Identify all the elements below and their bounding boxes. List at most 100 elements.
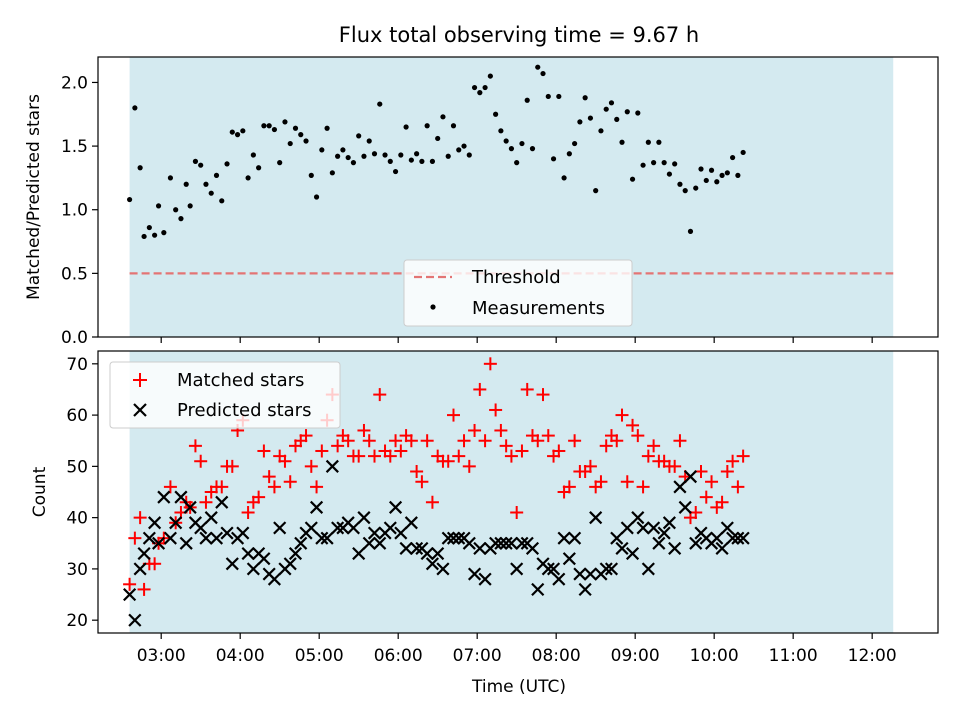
predicted-star-marker-83 xyxy=(557,531,571,545)
matched-star-marker-51 xyxy=(389,434,403,448)
predicted-star-marker-12 xyxy=(183,500,197,514)
predicted-star-marker-8 xyxy=(163,531,177,545)
measurement-point-114 xyxy=(724,170,730,176)
matched-star-marker-110 xyxy=(699,490,713,504)
predicted-marker-b xyxy=(731,531,745,545)
predicted-marker-b xyxy=(128,613,142,627)
predicted-marker-b xyxy=(541,562,555,576)
measurement-point-45 xyxy=(361,153,367,159)
predicted-marker-b xyxy=(367,526,382,540)
measurement-point-11 xyxy=(183,181,189,187)
predicted-marker-b xyxy=(647,521,661,535)
matched-star-marker-44 xyxy=(352,449,366,463)
predicted-star-marker-47 xyxy=(367,526,382,540)
predicted-star-marker-74 xyxy=(510,562,524,576)
matched-star-marker-62 xyxy=(446,408,460,422)
matched-star-marker-45 xyxy=(357,423,371,437)
measurement-point-30 xyxy=(282,119,288,125)
count-panel: 20 30 40 50 60 70 03:00 04:00 05:00 06:00 07:00 08… xyxy=(30,350,939,697)
measurement-point-104 xyxy=(672,161,678,167)
matched-star-marker-98 xyxy=(636,480,650,494)
matched-star-marker-66 xyxy=(468,423,482,437)
predicted-marker-b xyxy=(726,531,740,545)
legend-matched-label: Matched stars xyxy=(177,370,304,391)
measurement-point-76 xyxy=(524,97,530,103)
matched-star-marker-84 xyxy=(562,480,576,494)
predicted-star-marker-22 xyxy=(236,526,250,540)
measurement-point-50 xyxy=(387,158,393,164)
predicted-marker-b xyxy=(478,572,492,586)
predicted-star-marker-37 xyxy=(315,531,329,545)
predicted-marker-b xyxy=(204,511,218,525)
measurement-point-58 xyxy=(429,158,436,164)
predicted-marker-b xyxy=(720,521,734,535)
predicted-star-marker-62 xyxy=(446,531,461,545)
matched-star-marker-115 xyxy=(726,454,740,468)
predicted-marker-b xyxy=(736,531,750,545)
matched-star-marker-50 xyxy=(383,449,397,463)
measurement-point-52 xyxy=(398,152,404,158)
bottom-ytick-label-1: 30 xyxy=(66,560,88,580)
predicted-star-marker-67 xyxy=(473,541,487,555)
matched-star-marker-15 xyxy=(199,495,213,509)
matched-star-marker-28 xyxy=(267,480,281,494)
predicted-marker-b xyxy=(499,536,513,550)
measurement-point-28 xyxy=(271,126,278,133)
matched-star-marker-100 xyxy=(647,439,661,453)
predicted-star-marker-104 xyxy=(668,541,682,555)
measurement-points xyxy=(126,64,746,240)
measurement-point-40 xyxy=(335,153,341,159)
matched-star-marker-111 xyxy=(705,475,719,489)
matched-star-marker-14 xyxy=(194,454,208,468)
top-legend-box xyxy=(403,259,633,327)
top-ytick-label-1: 0.5 xyxy=(61,264,88,284)
predicted-marker-b xyxy=(220,526,234,540)
predicted-marker-b xyxy=(641,562,655,576)
predicted-marker-b xyxy=(678,500,692,514)
matched-star-marker-97 xyxy=(631,429,645,443)
predicted-star-marker-29 xyxy=(273,521,287,535)
top-ytick-label-4: 2.0 xyxy=(61,73,88,93)
predicted-star-marker-65 xyxy=(462,536,476,550)
measurement-point-87 xyxy=(582,95,588,101)
predicted-marker-b xyxy=(515,536,529,550)
matched-star-marker-85 xyxy=(568,434,582,448)
predicted-star-marker-50 xyxy=(383,521,397,535)
measurement-point-4 xyxy=(146,224,152,231)
predicted-marker-b xyxy=(309,500,324,514)
predicted-marker-b xyxy=(583,567,597,581)
predicted-marker-b xyxy=(169,516,183,530)
measurement-point-7 xyxy=(161,230,167,236)
predicted-star-marker-63 xyxy=(452,531,466,545)
measurement-point-70 xyxy=(493,111,499,117)
predicted-marker-b xyxy=(304,521,318,535)
measurement-point-31 xyxy=(287,140,293,147)
predicted-star-marker-101 xyxy=(652,536,666,550)
measurement-point-101 xyxy=(656,139,662,145)
matched-star-marker-114 xyxy=(720,464,734,478)
measurement-point-66 xyxy=(471,84,478,91)
matched-star-marker-31 xyxy=(283,475,297,489)
bottom-x-ticks: 03:00 04:00 05:00 06:00 07:00 08:00 09:00 10:00… xyxy=(137,633,897,666)
predicted-star-marker-48 xyxy=(373,536,387,550)
measurement-point-54 xyxy=(408,157,414,163)
measurement-point-91 xyxy=(603,106,609,112)
predicted-marker-b xyxy=(315,531,329,545)
matched-star-marker-57 xyxy=(420,434,434,448)
predicted-star-marker-9 xyxy=(169,516,183,530)
predicted-marker-b xyxy=(467,567,482,581)
predicted-star-marker-82 xyxy=(552,572,566,586)
measurement-point-43 xyxy=(350,160,357,166)
matched-star-marker-82 xyxy=(552,444,566,458)
matched-star-marker-47 xyxy=(367,449,381,463)
legend-threshold-label: Threshold xyxy=(471,267,561,288)
measurement-point-64 xyxy=(461,143,467,149)
predicted-star-marker-18 xyxy=(215,495,229,509)
predicted-marker-b xyxy=(346,521,361,535)
predicted-marker-b xyxy=(246,562,260,576)
measurement-point-77 xyxy=(529,146,536,152)
top-legend: Threshold Measurements xyxy=(403,259,633,327)
bottom-ytick-label-4: 60 xyxy=(66,406,88,426)
predicted-star-marker-55 xyxy=(410,541,424,555)
measurement-point-33 xyxy=(298,132,304,138)
